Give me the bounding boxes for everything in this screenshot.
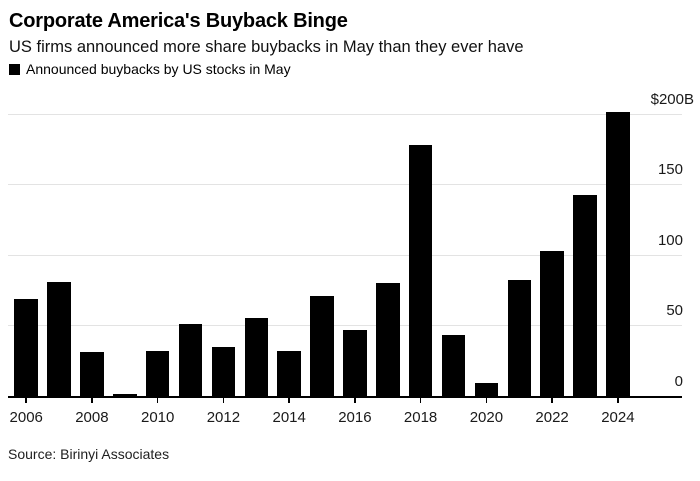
x-tick-2016 (354, 398, 356, 403)
gridline-150 (8, 184, 682, 186)
bar-2014 (277, 350, 301, 396)
chart-title: Corporate America's Buyback Binge (9, 10, 348, 32)
y-axis-label-50: 50 (666, 302, 683, 320)
bar-2023 (573, 195, 597, 396)
bar-2017 (376, 283, 400, 396)
x-tick-2014 (288, 398, 290, 403)
x-axis-label-2010: 2010 (141, 409, 175, 426)
x-tick-2018 (419, 398, 422, 403)
gridline-50 (8, 325, 682, 327)
bar-2013 (244, 318, 268, 396)
bar-2011 (178, 324, 203, 396)
x-axis-label-2024: 2024 (601, 409, 635, 426)
legend-swatch-icon (9, 63, 20, 75)
x-axis-label-2012: 2012 (206, 409, 241, 426)
x-tick-2012 (222, 398, 225, 403)
bar-2009 (113, 393, 137, 396)
x-axis-line (8, 395, 682, 398)
bar-2019 (441, 335, 466, 396)
x-axis-label-2018: 2018 (403, 409, 438, 426)
x-tick-2008 (91, 398, 93, 403)
bar-2024 (606, 112, 630, 396)
x-axis-label-2022: 2022 (535, 409, 569, 426)
x-tick-2020 (485, 398, 488, 403)
x-tick-2010 (156, 398, 159, 403)
bar-2018 (408, 144, 433, 396)
bar-2022 (540, 250, 564, 396)
x-axis-label-2008: 2008 (75, 409, 109, 426)
x-tick-2006 (25, 398, 27, 403)
x-axis-label-2014: 2014 (272, 409, 306, 426)
y-axis-label-150: 150 (657, 161, 683, 179)
y-axis-label-0: 0 (674, 373, 683, 390)
bar-2007 (47, 281, 71, 396)
source-credit: Source: Birinyi Associates (8, 446, 170, 462)
bar-2010 (145, 350, 170, 396)
y-axis-label-100: 100 (657, 231, 683, 249)
x-axis-label-2006: 2006 (9, 409, 43, 426)
x-tick-2024 (617, 398, 619, 403)
chart-subtitle: US firms announced more share buybacks i… (9, 38, 524, 56)
bar-2020 (474, 383, 499, 396)
bar-2012 (211, 346, 236, 396)
x-tick-2022 (551, 398, 553, 403)
gridline-100 (8, 254, 682, 256)
legend-label: Announced buybacks by US stocks in May (26, 61, 291, 77)
bar-2008 (80, 352, 104, 396)
bar-2021 (507, 280, 531, 396)
bar-2016 (343, 329, 367, 396)
x-axis-label-2020: 2020 (469, 409, 504, 426)
x-axis-label-2016: 2016 (338, 409, 372, 426)
legend: Announced buybacks by US stocks in May (9, 61, 291, 77)
y-axis-label-200: $200B (650, 90, 694, 108)
gridline-200 (8, 113, 682, 115)
bar-2015 (310, 295, 334, 396)
bar-2006 (14, 298, 38, 396)
